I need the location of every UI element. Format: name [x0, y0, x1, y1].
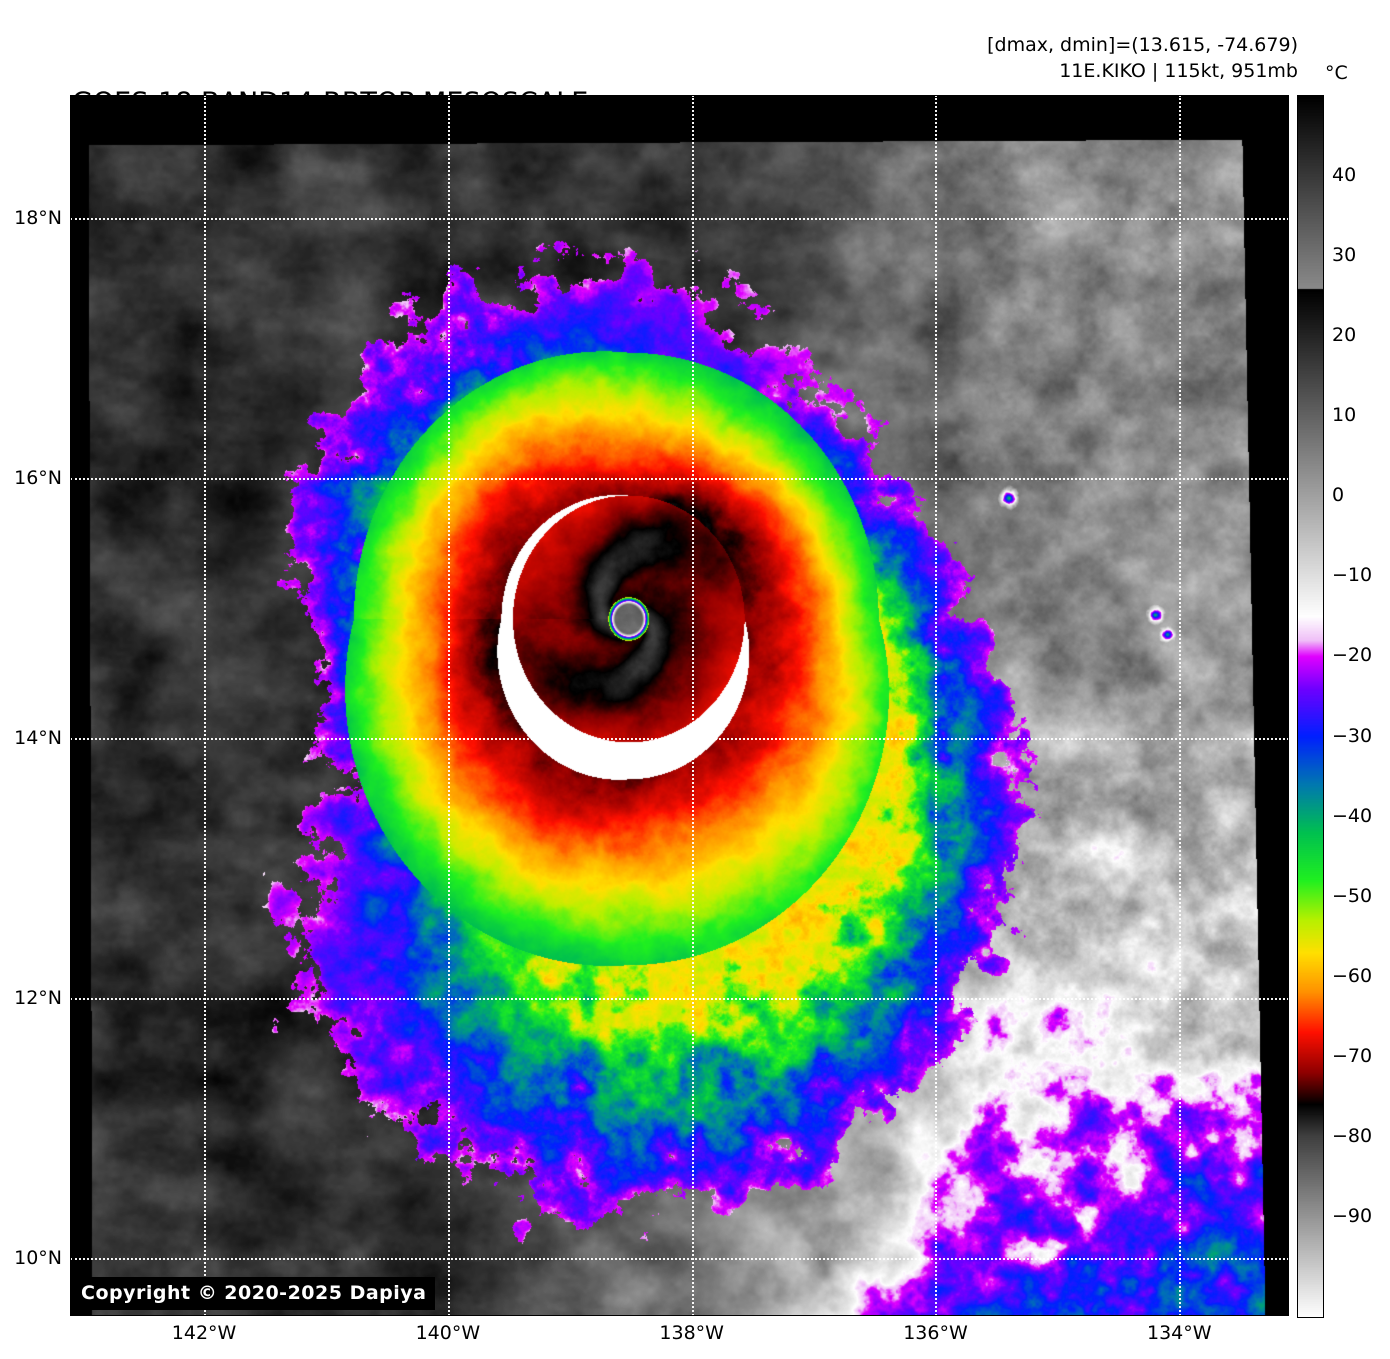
colorbar-tick-minus60: −60: [1332, 964, 1373, 987]
lat-tick-label: 12°N: [14, 986, 62, 1009]
dmax-dmin-label: [dmax, dmin]=(13.615, -74.679): [987, 34, 1298, 56]
lat-tick-label: 14°N: [14, 726, 62, 749]
colorbar-tick-30: 30: [1332, 244, 1357, 267]
lon-tick-label: 136°W: [903, 1322, 968, 1344]
colorbar-tick-10: 10: [1332, 404, 1357, 427]
colorbar: [1297, 95, 1324, 1318]
colorbar-tick-minus20: −20: [1332, 644, 1373, 667]
gridline-longitude: [1179, 95, 1182, 1316]
colorbar-tick-minus70: −70: [1332, 1044, 1373, 1067]
lon-tick-label: 138°W: [659, 1322, 724, 1344]
satellite-imagery-canvas: [70, 95, 1289, 1316]
colorbar-tick-40: 40: [1332, 164, 1357, 187]
gridline-longitude: [447, 95, 450, 1316]
colorbar-tick-minus10: −10: [1332, 564, 1373, 587]
satellite-image-plot: [70, 95, 1289, 1316]
gridline-latitude: [70, 1257, 1289, 1260]
lon-tick-label: 134°W: [1147, 1322, 1212, 1344]
colorbar-tick-minus90: −90: [1332, 1204, 1373, 1227]
colorbar-tick-minus80: −80: [1332, 1124, 1373, 1147]
colorbar-unit-label: °C: [1325, 62, 1348, 84]
colorbar-tick-20: 20: [1332, 324, 1357, 347]
copyright-banner: Copyright © 2020-2025 Dapiya: [72, 1277, 436, 1310]
lon-tick-label: 142°W: [171, 1322, 237, 1344]
colorbar-tick-minus30: −30: [1332, 724, 1373, 747]
colorbar-tick-minus50: −50: [1332, 884, 1373, 907]
gridline-latitude: [70, 218, 1289, 221]
lat-tick-label: 18°N: [14, 207, 62, 230]
lat-tick-label: 16°N: [14, 467, 62, 490]
lon-tick-label: 140°W: [415, 1322, 481, 1344]
gridline-latitude: [70, 997, 1289, 1000]
lat-tick-label: 10°N: [14, 1246, 62, 1269]
gridline-latitude: [70, 478, 1289, 481]
metadata-block: [dmax, dmin]=(13.615, -74.679) 11E.KIKO …: [987, 32, 1298, 84]
storm-info-label: 11E.KIKO | 115kt, 951mb: [1059, 60, 1298, 82]
gridline-longitude: [691, 95, 694, 1316]
gridline-latitude: [70, 737, 1289, 740]
gridline-longitude: [204, 95, 207, 1316]
gridline-longitude: [935, 95, 938, 1316]
colorbar-gradient: [1298, 96, 1323, 1317]
colorbar-tick-0: 0: [1332, 484, 1345, 507]
colorbar-tick-minus40: −40: [1332, 804, 1373, 827]
